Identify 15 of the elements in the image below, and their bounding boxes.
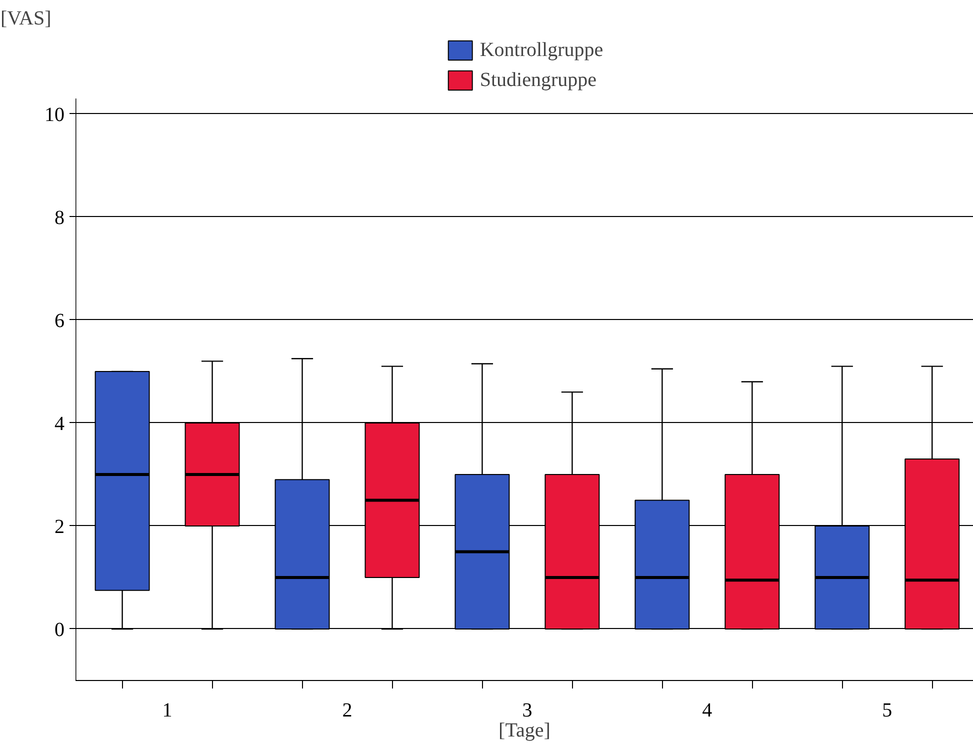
x-axis-title: [Tage]	[498, 720, 550, 742]
y-tick-label: 0	[54, 618, 64, 641]
y-tick-label: 2	[54, 516, 64, 538]
x-tick-label: 1	[162, 700, 172, 722]
y-tick-label: 8	[54, 206, 64, 229]
x-tick-label: 3	[522, 700, 532, 722]
x-tick-label: 4	[702, 700, 712, 722]
legend-label: Kontrollgruppe	[480, 38, 604, 62]
y-axis-title: [VAS]	[0, 8, 52, 30]
y-tick-label: 10	[44, 104, 64, 126]
legend-label: Studiengruppe	[480, 68, 596, 92]
x-tick-label: 2	[342, 700, 352, 722]
x-tick-label: 5	[882, 700, 892, 722]
y-tick-label: 6	[54, 310, 64, 332]
y-tick-label: 4	[54, 412, 64, 435]
